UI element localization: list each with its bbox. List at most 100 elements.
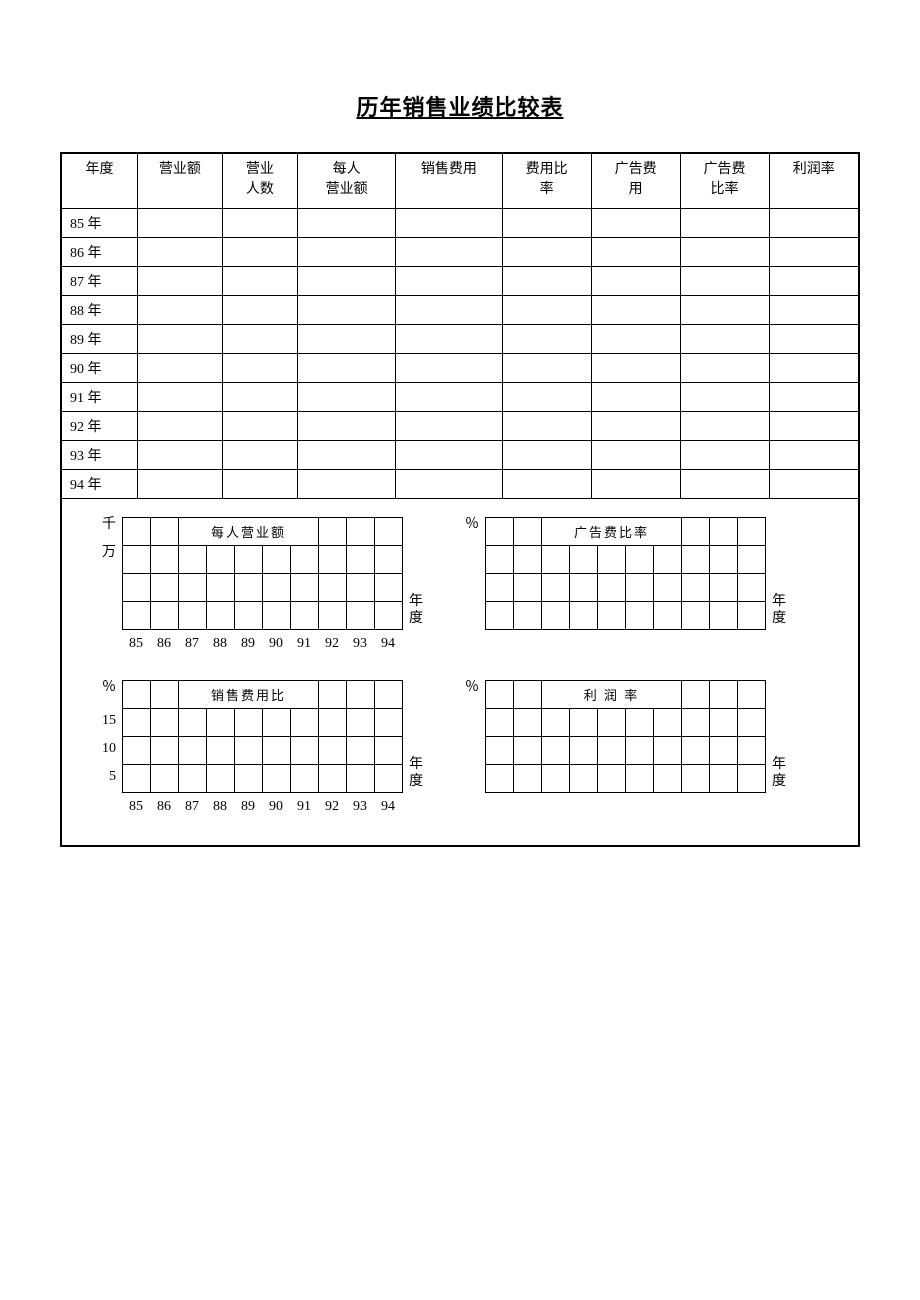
th-exp-ratio: 费用比率 <box>502 154 591 208</box>
x-tick: 87 <box>178 799 206 815</box>
grid-cell <box>207 545 235 573</box>
grid-cell <box>486 573 514 601</box>
x-tick: 90 <box>262 636 290 652</box>
chart4-grid: 利 润 率 <box>485 680 766 793</box>
grid-cell <box>375 736 403 764</box>
grid-cell <box>654 736 682 764</box>
cell-empty <box>395 237 502 266</box>
grid-cell <box>263 601 291 629</box>
cell-empty <box>680 324 769 353</box>
grid-cell <box>514 680 542 708</box>
cell-empty <box>680 237 769 266</box>
grid-cell <box>710 517 738 545</box>
x-tick: 94 <box>374 636 402 652</box>
x-tick: 89 <box>234 799 262 815</box>
x-tick: 86 <box>150 636 178 652</box>
grid-cell <box>654 708 682 736</box>
cell-empty <box>680 411 769 440</box>
grid-cell <box>207 736 235 764</box>
grid-cell <box>682 573 710 601</box>
grid-cell <box>514 573 542 601</box>
grid-cell <box>710 601 738 629</box>
cell-empty <box>502 237 591 266</box>
grid-cell <box>710 736 738 764</box>
grid-cell <box>123 601 151 629</box>
cell-empty <box>222 382 298 411</box>
cell-empty <box>138 295 222 324</box>
grid-cell <box>263 573 291 601</box>
grid-cell <box>738 764 766 792</box>
grid-cell <box>486 736 514 764</box>
grid-cell <box>710 573 738 601</box>
grid-cell <box>291 573 319 601</box>
grid-cell <box>626 764 654 792</box>
grid-cell <box>598 545 626 573</box>
th-ad-exp: 广告费用 <box>591 154 680 208</box>
grid-cell <box>151 573 179 601</box>
grid-cell <box>207 601 235 629</box>
cell-empty <box>138 411 222 440</box>
grid-cell <box>319 764 347 792</box>
cell-empty <box>395 266 502 295</box>
chart3-ytick-10: 10 <box>82 736 116 764</box>
grid-cell <box>291 736 319 764</box>
grid-cell <box>207 573 235 601</box>
grid-cell <box>710 680 738 708</box>
grid-cell <box>319 517 347 545</box>
cell-empty <box>138 208 222 237</box>
grid-cell <box>263 545 291 573</box>
cell-empty <box>502 324 591 353</box>
grid-cell <box>542 708 570 736</box>
table-header-row: 年度 营业额 营业人数 每人营业额 销售费用 费用比率 广告费用 广告费比率 利… <box>62 154 858 208</box>
chart4-title: 利 润 率 <box>542 680 682 708</box>
grid-cell <box>542 736 570 764</box>
table-row: 85 年 <box>62 208 858 237</box>
x-tick: 86 <box>150 799 178 815</box>
grid-cell <box>375 517 403 545</box>
chart-row-2: ％ 15 10 5 销售费用比 年度 85868788899091929394 … <box>82 680 838 815</box>
grid-cell <box>598 764 626 792</box>
grid-cell <box>738 545 766 573</box>
table-row: 91 年 <box>62 382 858 411</box>
grid-cell <box>123 680 151 708</box>
grid-cell <box>179 601 207 629</box>
cell-year: 87 年 <box>62 266 138 295</box>
grid-cell <box>738 573 766 601</box>
grid-cell <box>514 736 542 764</box>
cell-empty <box>591 469 680 498</box>
cell-year: 88 年 <box>62 295 138 324</box>
cell-empty <box>591 295 680 324</box>
grid-cell <box>319 545 347 573</box>
cell-empty <box>502 440 591 469</box>
grid-cell <box>235 736 263 764</box>
grid-cell <box>291 601 319 629</box>
cell-empty <box>769 353 858 382</box>
grid-cell <box>626 573 654 601</box>
cell-empty <box>680 266 769 295</box>
grid-cell <box>151 680 179 708</box>
cell-empty <box>222 295 298 324</box>
grid-cell <box>319 680 347 708</box>
table-row: 92 年 <box>62 411 858 440</box>
th-revenue: 营业额 <box>138 154 222 208</box>
grid-cell <box>738 517 766 545</box>
chart1-title: 每人营业额 <box>179 517 319 545</box>
chart-profit-ratio: ％ 利 润 率 年度 <box>453 680 786 815</box>
cell-empty <box>769 440 858 469</box>
cell-empty <box>591 411 680 440</box>
chart2-grid: 广告费比率 <box>485 517 766 630</box>
grid-cell <box>542 764 570 792</box>
cell-empty <box>680 382 769 411</box>
grid-cell <box>123 573 151 601</box>
cell-empty <box>222 411 298 440</box>
th-ad-ratio: 广告费比率 <box>680 154 769 208</box>
grid-cell <box>319 736 347 764</box>
grid-cell <box>263 764 291 792</box>
grid-cell <box>570 601 598 629</box>
grid-cell <box>598 736 626 764</box>
grid-cell <box>570 573 598 601</box>
th-profit: 利润率 <box>769 154 858 208</box>
chart1-x-axis-label: 年度 <box>403 594 423 630</box>
th-sales-exp: 销售费用 <box>395 154 502 208</box>
grid-cell <box>235 545 263 573</box>
